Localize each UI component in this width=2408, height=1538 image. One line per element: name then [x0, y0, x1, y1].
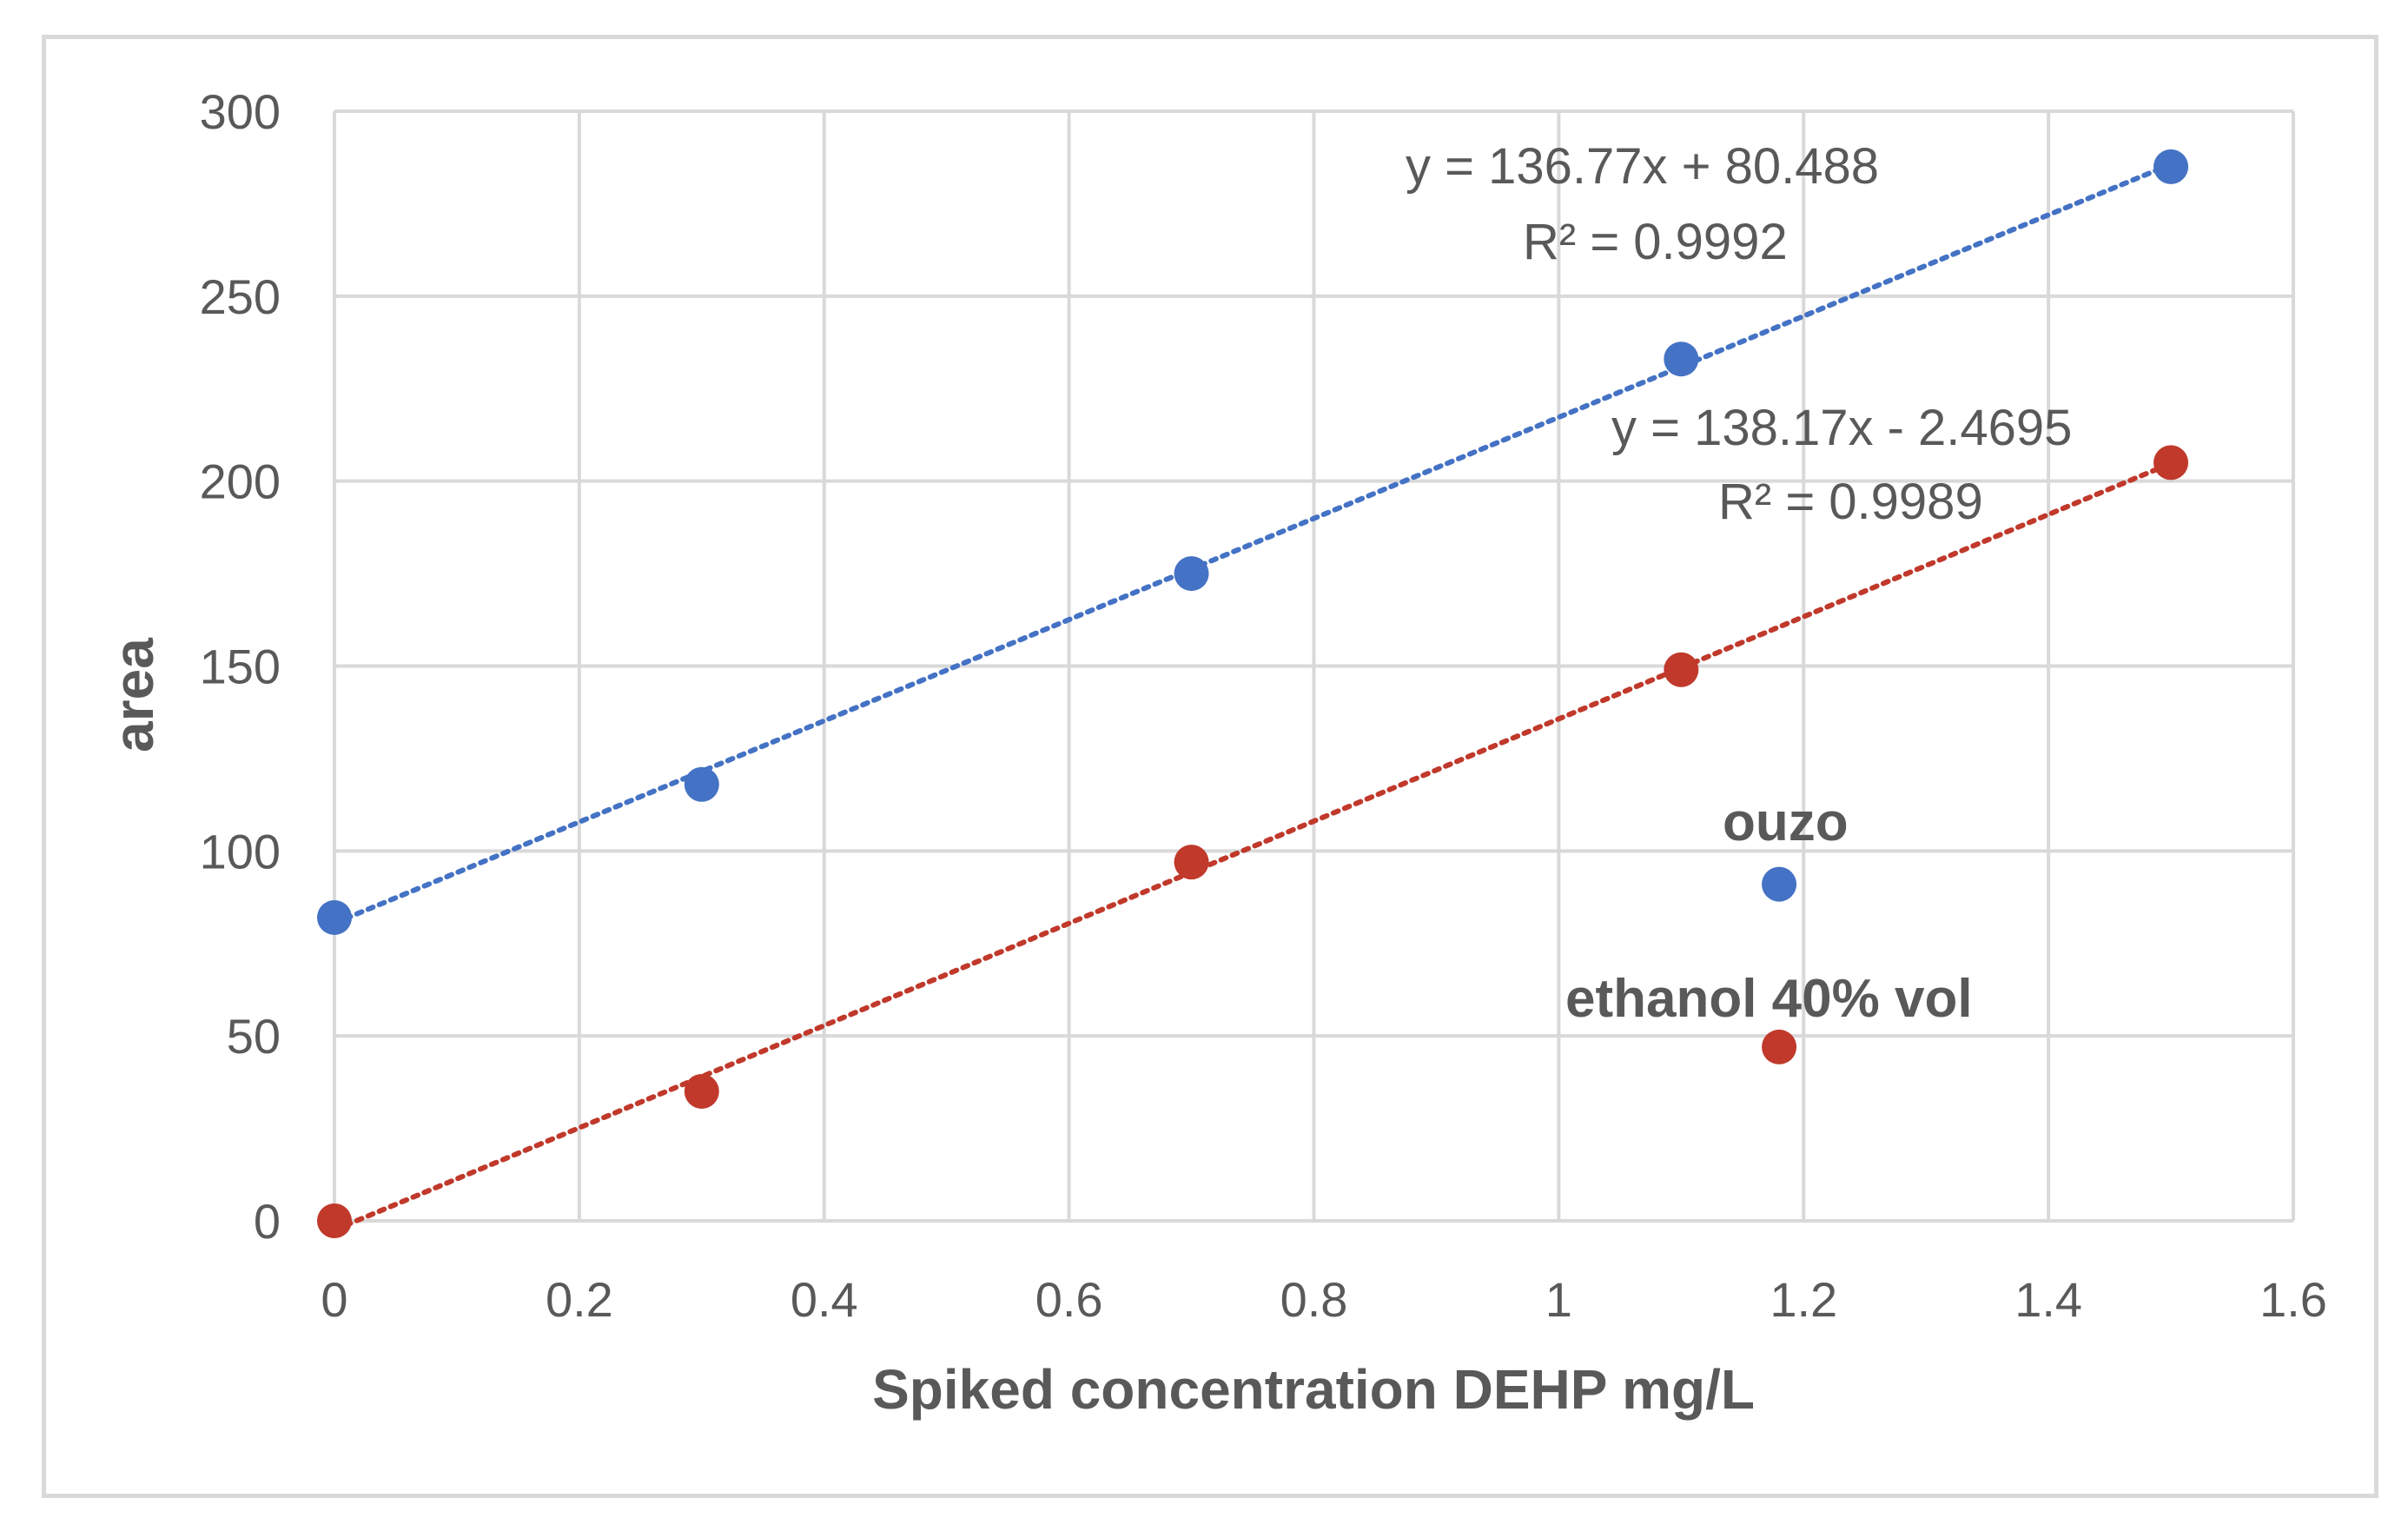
x-tick-label: 0 [321, 1272, 347, 1327]
data-point-series-1 [317, 899, 352, 935]
x-axis-title: Spiked concentration DEHP mg/L [872, 1358, 1755, 1421]
blue-trend-r2: R² = 0.9992 [1523, 214, 1788, 270]
trendline-series-1 [332, 162, 2174, 926]
y-axis-ticks: 0 50 100 150 200 250 300 [200, 84, 281, 1249]
y-tick-label: 100 [200, 824, 281, 878]
y-tick-label: 300 [200, 84, 281, 139]
x-tick-label: 1.4 [2014, 1272, 2082, 1327]
x-tick-label: 1 [1545, 1272, 1572, 1327]
y-tick-label: 200 [200, 454, 281, 509]
sample-point-ouzo [1762, 866, 1797, 902]
y-tick-label: 50 [227, 1009, 281, 1064]
data-point-series-1 [1664, 341, 1699, 377]
y-tick-label: 150 [200, 640, 281, 694]
y-tick-label: 0 [254, 1194, 281, 1249]
x-tick-label: 0.8 [1280, 1272, 1348, 1327]
y-axis-title: area [103, 638, 165, 752]
data-point-series-2 [317, 1203, 352, 1238]
x-tick-label: 0.2 [546, 1272, 613, 1327]
x-tick-label: 0.4 [791, 1272, 858, 1327]
red-trend-equation: y = 138.17x - 2.4695 [1611, 400, 2072, 456]
data-point-series-1 [684, 766, 719, 802]
sample-point-ethanol [1762, 1029, 1797, 1064]
blue-trend-equation: y = 136.77x + 80.488 [1406, 138, 1879, 195]
red-trend-r2: R² = 0.9989 [1718, 474, 1983, 530]
x-tick-label: 0.6 [1035, 1272, 1103, 1327]
x-tick-label: 1.6 [2259, 1272, 2327, 1327]
sample-label-ethanol: ethanol 40% vol [1565, 969, 1973, 1029]
y-tick-label: 250 [200, 269, 281, 324]
data-point-series-1 [2153, 149, 2189, 184]
trendlines [332, 162, 2174, 1233]
x-axis-ticks: 0 0.2 0.4 0.6 0.8 1 1.2 1.4 1.6 [321, 1272, 2327, 1327]
data-point-series-2 [1664, 652, 1699, 687]
data-point-series-2 [684, 1074, 719, 1110]
data-points [317, 149, 2189, 1238]
data-point-series-2 [2153, 445, 2189, 481]
grid-lines [333, 109, 2295, 1223]
trendline-series-2 [332, 461, 2174, 1233]
sample-label-ouzo: ouzo [1723, 792, 1849, 852]
chart-frame [42, 35, 2378, 1498]
data-point-series-2 [1174, 845, 1209, 880]
data-point-series-1 [1174, 556, 1209, 592]
x-tick-label: 1.2 [1770, 1272, 1837, 1327]
